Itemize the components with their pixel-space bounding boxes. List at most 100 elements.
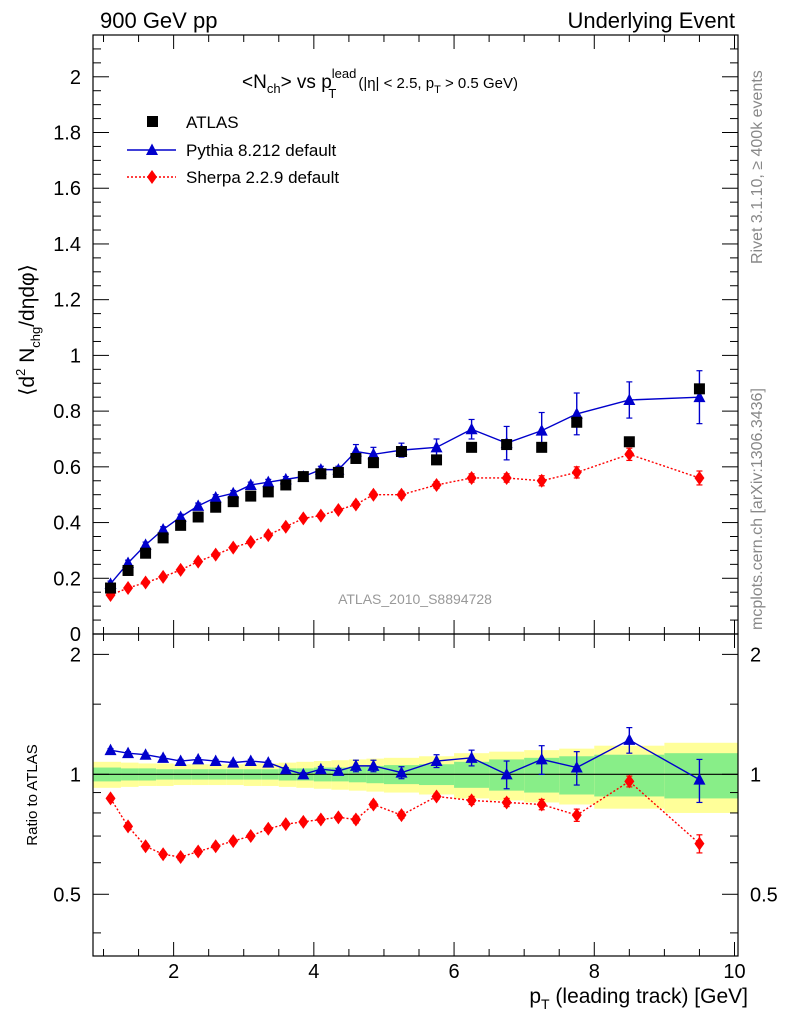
sherpa-point xyxy=(298,511,309,526)
sherpa-ratio-point xyxy=(210,839,221,854)
x-tick-label: 4 xyxy=(308,961,319,983)
legend-marker-atlas xyxy=(147,116,158,127)
ratio-y-axis-label: Ratio to ATLAS xyxy=(24,744,41,845)
sherpa-ratio-point xyxy=(431,789,442,804)
ratio-y-tick-label: 0.5 xyxy=(53,884,81,906)
y-tick-label: 0.2 xyxy=(53,568,81,590)
pythia-ratio-point xyxy=(192,752,205,765)
pythia-ratio-point xyxy=(244,754,257,767)
ratio-ticks: 0.5 0.5 1 1 2 2 xyxy=(53,634,778,956)
title-vs-sup: lead xyxy=(332,66,357,81)
ylabel-a: ⟨d xyxy=(16,376,39,396)
atlas-point xyxy=(157,532,169,544)
atlas-point xyxy=(501,439,513,451)
pythia-point xyxy=(227,486,240,499)
sherpa-ratio-point xyxy=(624,774,635,789)
x-tick-label: 2 xyxy=(168,961,179,983)
sherpa-line xyxy=(110,453,700,596)
title-main: <N xyxy=(242,72,267,93)
sherpa-point xyxy=(280,519,291,534)
pythia-point xyxy=(262,475,275,488)
atlas-point xyxy=(350,452,362,464)
side-text-bottom: mcplots.cern.ch [arXiv:1306.3436] xyxy=(749,388,766,630)
atlas-point xyxy=(122,564,134,576)
pythia-point xyxy=(192,499,205,511)
atlas-point xyxy=(367,457,379,469)
sherpa-ratio-point xyxy=(280,817,291,832)
legend-marker-pythia xyxy=(146,143,158,155)
sherpa-point xyxy=(158,569,169,584)
sherpa-ratio-point xyxy=(536,797,547,812)
legend: ATLAS Pythia 8.212 default Sherpa 2.2.9 … xyxy=(127,113,339,187)
pythia-ratio-point xyxy=(349,759,362,771)
pythia-ratio-point xyxy=(104,743,117,756)
pythia-ratio-point xyxy=(262,756,275,768)
pythia-ratio-point xyxy=(693,773,706,785)
sherpa-point xyxy=(501,470,512,485)
atlas-point xyxy=(693,383,705,395)
atlas-point xyxy=(262,486,274,498)
ratio-plot-area xyxy=(93,727,738,865)
atlas-point xyxy=(297,471,309,483)
pythia-ratio-point xyxy=(209,754,222,767)
pythia-ratio-point xyxy=(332,764,345,776)
pythia-ratio-point xyxy=(623,733,636,745)
pythia-point xyxy=(244,478,257,490)
main-ticks: 0 0.2 0.4 0.6 0.8 1 1.2 1.4 1.6 1.8 2 xyxy=(53,35,738,646)
x-tick-label: 8 xyxy=(589,961,600,983)
plot-title: <Nch> vs plead T(|η| < 2.5, pT > 0.5 GeV) xyxy=(242,66,518,101)
ratio-band-stat xyxy=(664,753,738,799)
atlas-point xyxy=(280,479,292,491)
pythia-point xyxy=(174,510,187,522)
sherpa-ratio-point xyxy=(263,821,274,836)
title-vs-sub: T xyxy=(328,86,336,101)
ylabel-c: /dηdφ⟩ xyxy=(16,264,39,327)
sherpa-point xyxy=(431,477,442,492)
atlas-point xyxy=(140,547,152,559)
pythia-point xyxy=(570,407,583,419)
ratio-frame xyxy=(92,633,739,957)
sherpa-point xyxy=(350,497,361,512)
atlas-point xyxy=(623,436,635,448)
legend-label-atlas: ATLAS xyxy=(186,113,239,132)
sherpa-ratio-point xyxy=(315,812,326,827)
sherpa-ratio-point xyxy=(245,829,256,844)
sherpa-ratio-point xyxy=(694,836,705,851)
pythia-ratio-point xyxy=(395,766,408,778)
legend-entry-atlas: ATLAS xyxy=(147,113,239,132)
sherpa-ratio-point xyxy=(175,850,186,865)
atlas-point xyxy=(210,501,222,513)
y-tick-label: 0 xyxy=(70,624,81,646)
ylabel-sub: chg xyxy=(28,327,43,348)
pythia-point xyxy=(623,393,636,405)
ratio-y-tick-label-right: 2 xyxy=(750,644,761,666)
pythia-point xyxy=(157,523,170,535)
ratio-y-tick-label-right: 1 xyxy=(750,764,761,786)
sherpa-point xyxy=(263,528,274,543)
ratio-y-tick-label: 1 xyxy=(70,764,81,786)
legend-label-pythia: Pythia 8.212 default xyxy=(186,141,337,160)
legend-label-sherpa: Sherpa 2.2.9 default xyxy=(186,168,339,187)
sherpa-point xyxy=(368,487,379,502)
legend-marker-sherpa xyxy=(147,170,157,184)
atlas-point xyxy=(245,490,257,502)
x-tick-label: 6 xyxy=(448,961,459,983)
pythia-ratio-point xyxy=(367,759,380,771)
atlas-point xyxy=(536,441,548,453)
sherpa-ratio-point xyxy=(368,797,379,812)
xlabel-sub: T xyxy=(541,996,550,1012)
sherpa-ratio-point xyxy=(466,793,477,808)
sherpa-point xyxy=(193,554,204,569)
atlas-point xyxy=(192,511,204,523)
header-left: 900 GeV pp xyxy=(100,8,217,33)
pythia-point xyxy=(465,422,478,435)
sherpa-ratio-point xyxy=(501,795,512,810)
y-tick-label: 0.4 xyxy=(53,513,81,535)
xlabel-b: (leading track) [GeV] xyxy=(550,985,748,1008)
y-tick-label: 1 xyxy=(70,345,81,367)
pythia-ratio-point xyxy=(314,762,327,775)
sherpa-point xyxy=(140,575,151,590)
pythia-ratio-point xyxy=(500,767,513,780)
sherpa-ratio-point xyxy=(228,834,239,849)
